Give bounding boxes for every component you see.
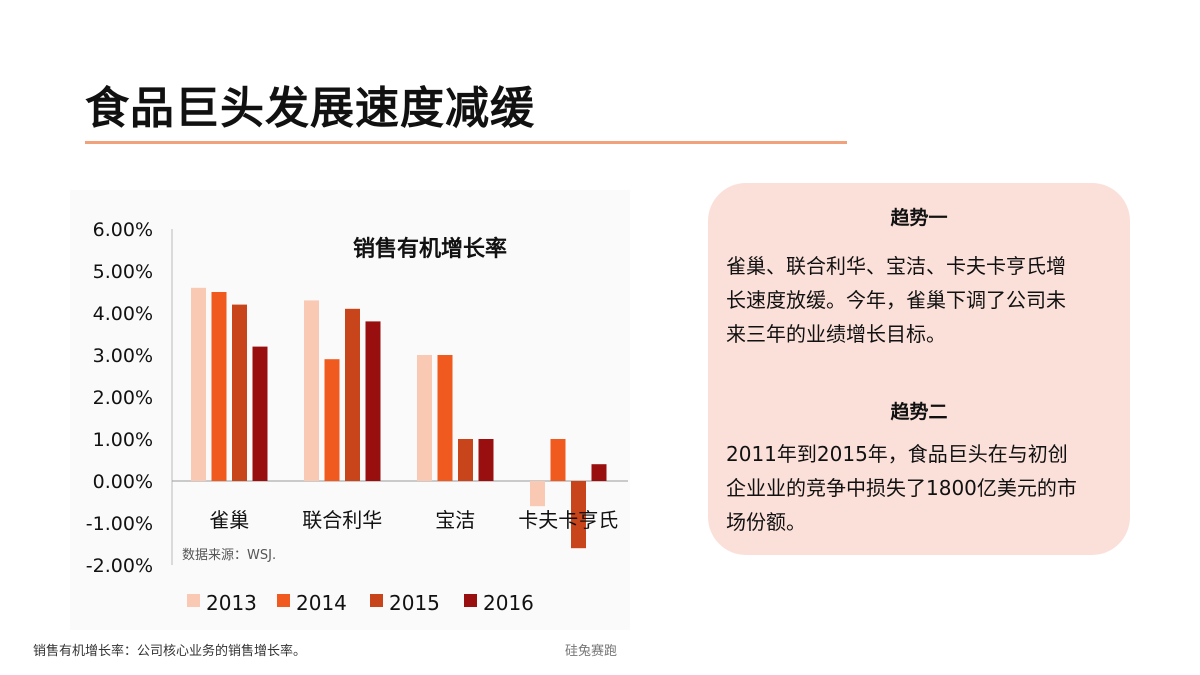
- trend-one-heading: 趋势一: [890, 207, 948, 229]
- y-tick-label: -2.00%: [86, 555, 153, 577]
- bar-2015-0: [232, 304, 247, 481]
- legend-swatch-2013: [187, 594, 200, 607]
- y-tick-label: -1.00%: [86, 513, 153, 535]
- chart-title: 销售有机增长率: [353, 236, 507, 262]
- title-divider: [85, 141, 847, 144]
- y-tick-label: 3.00%: [93, 345, 153, 367]
- watermark: 硅兔赛跑: [565, 644, 618, 659]
- bar-2013-1: [304, 300, 319, 481]
- legend-swatch-2016: [464, 594, 477, 607]
- trend-two-heading: 趋势二: [890, 401, 948, 423]
- trend-one-line: 雀巢、联合利华、宝洁、卡夫卡亨氏增: [726, 254, 1066, 278]
- bar-2013-0: [191, 287, 206, 481]
- legend-label: 2016: [483, 591, 534, 615]
- y-tick-label: 5.00%: [93, 261, 153, 283]
- bar-2013-2: [417, 355, 432, 481]
- trend-one-line: 来三年的业绩增长目标。: [726, 322, 946, 346]
- category-label: 联合利华: [302, 508, 382, 532]
- y-tick-label: 2.00%: [93, 387, 153, 409]
- bar-2016-0: [252, 346, 268, 481]
- bar-2016-1: [365, 321, 381, 481]
- chart-source: 数据来源：WSJ.: [182, 548, 276, 563]
- y-tick-label: 4.00%: [93, 303, 153, 325]
- legend-label: 2015: [389, 591, 440, 615]
- bar-2014-2: [437, 355, 453, 481]
- trends-panel: 趋势一 雀巢、联合利华、宝洁、卡夫卡亨氏增 长速度放缓。今年，雀巢下调了公司未 …: [708, 183, 1130, 555]
- trend-two-line: 场份额。: [726, 510, 806, 534]
- legend-swatch-2015: [370, 594, 383, 607]
- category-label: 宝洁: [435, 508, 475, 532]
- bar-2015-3: [571, 481, 586, 549]
- bar-2014-1: [324, 359, 340, 481]
- bar-2015-1: [345, 308, 360, 481]
- bar-2014-3: [550, 439, 566, 481]
- bar-2016-3: [591, 464, 607, 481]
- bar-2016-2: [478, 439, 494, 481]
- page-title: 食品巨头发展速度减缓: [85, 83, 535, 134]
- bar-2015-2: [458, 439, 473, 481]
- bar-chart: 销售有机增长率 数据来源：WSJ. 6.00% 5.00% 4.00% 3.00% 2.…: [86, 219, 628, 615]
- legend-swatch-2014: [277, 594, 290, 607]
- y-tick-label: 6.00%: [93, 219, 153, 241]
- legend-label: 2014: [296, 591, 347, 615]
- category-label: 卡夫卡亨氏: [518, 508, 618, 532]
- legend-label: 2013: [206, 591, 257, 615]
- category-label: 雀巢: [209, 508, 249, 532]
- trend-one-line: 长速度放缓。今年，雀巢下调了公司未: [726, 288, 1066, 312]
- trend-two-line: 2011年到2015年，食品巨头在与初创: [726, 442, 1068, 466]
- footnote: 销售有机增长率：公司核心业务的销售增长率。: [33, 644, 307, 659]
- y-tick-label: 1.00%: [93, 429, 153, 451]
- bar-2013-3: [530, 481, 545, 507]
- y-tick-label: 0.00%: [93, 471, 153, 493]
- bar-2014-0: [211, 292, 227, 481]
- trend-two-line: 企业业的竞争中损失了1800亿美元的市: [726, 476, 1077, 500]
